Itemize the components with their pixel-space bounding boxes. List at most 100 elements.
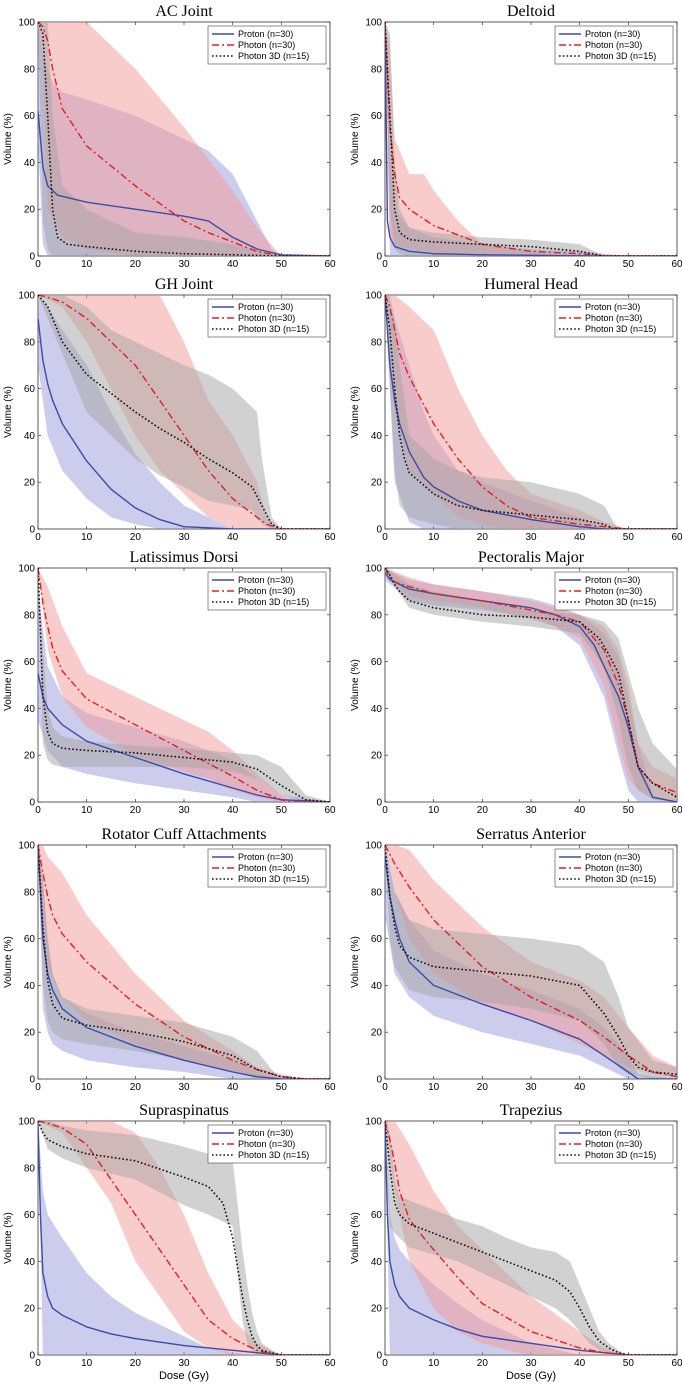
x-tick-label: 0 [382,1082,388,1093]
y-tick-label: 100 [365,291,382,302]
photon3d-median-line [38,845,330,1079]
photon3d-legend-label: Photon 3D (n=15) [238,597,309,607]
chart-title: GH Joint [155,276,214,293]
y-axis-label: Volume (%) [3,1212,14,1264]
x-tick-label: 50 [623,259,635,270]
y-tick-label: 80 [371,887,383,898]
x-axis-label: Dose (Gy) [506,1370,556,1382]
photon-median-line [385,295,677,529]
photon3d-median-line [385,1121,677,1355]
y-tick-label: 40 [371,431,383,442]
y-tick-label: 60 [24,657,36,668]
proton-legend-label: Proton (n=30) [238,29,293,39]
x-tick-label: 50 [276,1358,288,1369]
x-tick-label: 50 [276,259,288,270]
proton-legend-label: Proton (n=30) [585,1128,640,1138]
y-tick-label: 0 [29,798,35,809]
x-tick-label: 10 [428,805,440,816]
proton-median-line [38,110,330,256]
y-tick-label: 60 [371,384,383,395]
x-tick-label: 40 [227,1082,239,1093]
y-tick-label: 40 [24,704,36,715]
chart-ac-joint: AC Joint 0 10 20 30 40 50 60 0 20 40 60 80 100 Volume … [3,3,336,270]
y-tick-label: 0 [376,252,382,263]
proton-legend-label: Proton (n=30) [238,852,293,862]
x-tick-label: 60 [671,259,682,270]
y-tick-label: 80 [24,64,36,75]
photon3d-range-band [385,568,677,802]
x-tick-label: 50 [623,1082,635,1093]
photon-legend-label: Photon (n=30) [238,863,295,873]
y-tick-label: 80 [371,64,383,75]
x-tick-label: 30 [525,805,537,816]
x-tick-label: 60 [324,1358,336,1369]
x-tick-label: 20 [130,1358,142,1369]
photon3d-range-band [38,845,330,1079]
proton-median-line [385,856,677,1079]
photon3d-legend-label: Photon 3D (n=15) [238,874,309,884]
photon-legend-label: Photon (n=30) [238,1139,295,1149]
photon-legend-label: Photon (n=30) [585,586,642,596]
x-tick-label: 30 [178,259,190,270]
photon3d-range-band [385,295,677,529]
photon3d-legend-label: Photon 3D (n=15) [238,324,309,334]
photon3d-range-band [38,22,330,256]
x-tick-label: 0 [35,1082,41,1093]
x-tick-label: 0 [35,805,41,816]
photon-legend-label: Photon (n=30) [238,313,295,323]
x-tick-label: 40 [227,532,239,543]
y-tick-label: 40 [371,704,383,715]
x-axis-label: Dose (Gy) [159,1370,209,1382]
x-tick-label: 0 [35,1358,41,1369]
legend: Proton (n=30)Photon (n=30)Photon 3D (n=1… [554,848,674,888]
y-tick-label: 20 [24,1028,36,1039]
x-tick-label: 60 [671,1358,682,1369]
x-tick-label: 30 [525,1082,537,1093]
photon3d-legend-label: Photon 3D (n=15) [238,1150,309,1160]
y-tick-label: 40 [371,158,383,169]
x-tick-label: 30 [525,259,537,270]
y-tick-label: 60 [371,111,383,122]
photon-median-line [385,1121,677,1355]
photon3d-range-band [385,22,677,256]
proton-range-band [38,1121,330,1355]
y-tick-label: 60 [371,934,383,945]
x-tick-label: 60 [671,805,682,816]
x-tick-label: 50 [623,805,635,816]
x-tick-label: 10 [81,805,93,816]
proton-median-line [38,1121,330,1355]
x-tick-label: 0 [35,259,41,270]
y-tick-label: 20 [24,205,36,216]
proton-median-line [385,295,677,529]
x-tick-label: 10 [428,532,440,543]
photon-median-line [38,22,330,256]
chart-title: Humeral Head [484,276,578,293]
y-tick-label: 0 [376,1351,382,1362]
proton-legend-label: Proton (n=30) [238,302,293,312]
chart-title: Deltoid [507,3,555,20]
y-tick-label: 100 [365,564,382,575]
legend: Proton (n=30)Photon (n=30)Photon 3D (n=1… [207,571,327,611]
y-axis-label: Volume (%) [350,936,361,988]
photon3d-median-line [38,568,330,802]
x-tick-label: 40 [574,532,586,543]
photon3d-legend-label: Photon 3D (n=15) [585,1150,656,1160]
x-tick-label: 20 [130,532,142,543]
x-tick-label: 50 [276,805,288,816]
y-tick-label: 80 [24,887,36,898]
photon3d-median-line [38,22,330,256]
proton-median-line [38,673,330,802]
legend: Proton (n=30)Photon (n=30)Photon 3D (n=1… [554,25,674,65]
y-tick-label: 80 [24,1163,36,1174]
legend: Proton (n=30)Photon (n=30)Photon 3D (n=1… [554,571,674,611]
x-tick-label: 10 [428,1358,440,1369]
x-tick-label: 60 [324,532,336,543]
photon-legend-label: Photon (n=30) [585,313,642,323]
proton-range-band [385,1121,677,1355]
y-tick-label: 60 [371,657,383,668]
y-tick-label: 0 [29,1351,35,1362]
x-tick-label: 50 [276,532,288,543]
proton-legend-label: Proton (n=30) [238,1128,293,1138]
y-tick-label: 20 [371,478,383,489]
x-tick-label: 10 [81,532,93,543]
